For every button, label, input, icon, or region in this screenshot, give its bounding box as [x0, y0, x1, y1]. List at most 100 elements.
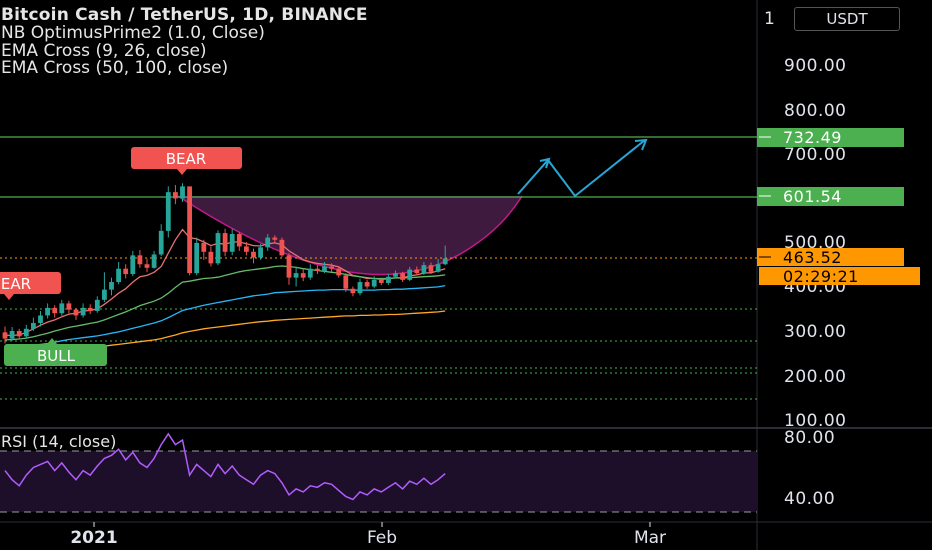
candle	[400, 271, 405, 283]
candle	[386, 274, 391, 285]
candle	[322, 262, 327, 274]
rsi-line	[4, 432, 446, 501]
time-axis[interactable]: 2021 Feb Mar	[70, 522, 666, 548]
candle	[201, 239, 207, 260]
candle	[279, 237, 285, 258]
signal-bull: BULL	[4, 338, 107, 366]
candle	[144, 258, 150, 273]
candle	[244, 242, 249, 256]
candle	[251, 248, 256, 264]
currency-button[interactable]: USDT	[794, 7, 900, 31]
candle	[428, 262, 434, 275]
candle	[73, 307, 79, 320]
candle	[187, 186, 192, 276]
candle	[286, 253, 292, 285]
candle	[272, 235, 278, 243]
candle	[222, 228, 228, 257]
candle	[194, 237, 200, 276]
indicator-optimusprime[interactable]: NB OptimusPrime2 (1.0, Close)	[1, 23, 265, 43]
candle	[80, 303, 86, 318]
rsi-tick-80: 80.00	[784, 428, 835, 448]
candle	[307, 264, 313, 280]
time-label-2021: 2021	[70, 528, 117, 548]
rsi-legend[interactable]: RSI (14, close)	[1, 432, 117, 451]
time-label-mar: Mar	[634, 528, 666, 548]
price-axis[interactable]: 1 900.00 800.00 700.00 500.00 400.00 300…	[764, 9, 846, 431]
candle	[378, 277, 384, 286]
candle	[393, 270, 398, 279]
signal-bear-top: BEAR	[131, 147, 242, 175]
projection-arrows[interactable]	[517, 138, 648, 198]
price-tick-top: 1	[764, 9, 775, 29]
price-tag-601-label: 601.54	[783, 187, 842, 206]
price-tick-900: 900.00	[784, 56, 846, 76]
candle	[2, 326, 8, 344]
candle	[38, 310, 43, 327]
support-lines	[0, 308, 757, 400]
price-tag-601[interactable]: 601.54	[757, 187, 904, 206]
cup-pattern-fill	[178, 196, 522, 275]
candle	[208, 246, 214, 267]
rsi-axis[interactable]: 80.00 40.00	[784, 428, 835, 509]
candle	[180, 183, 185, 202]
signal-bear-left: EAR	[0, 272, 61, 300]
candle	[151, 250, 157, 269]
candle	[258, 243, 263, 260]
countdown-tag: 02:29:21	[759, 267, 920, 286]
price-tag-732-label: 732.49	[783, 128, 842, 147]
candle	[116, 262, 121, 285]
countdown-label: 02:29:21	[783, 267, 859, 286]
candle	[165, 186, 171, 238]
candle	[421, 262, 427, 275]
candle	[435, 258, 441, 273]
candle	[23, 324, 29, 338]
candle	[442, 245, 448, 266]
price-tick-700: 700.00	[784, 145, 846, 165]
candle	[407, 266, 413, 282]
price-tick-100: 100.00	[784, 411, 846, 431]
candle	[265, 233, 271, 251]
rsi-band	[0, 451, 757, 512]
candle	[94, 296, 100, 313]
candle	[371, 276, 377, 289]
candle	[350, 286, 356, 297]
candle	[315, 265, 320, 275]
candle	[109, 277, 114, 296]
ema-line-ema-50	[4, 284, 446, 349]
time-label-feb: Feb	[367, 528, 397, 548]
symbol-title[interactable]: Bitcoin Cash / TetherUS, 1D, BINANCE	[1, 5, 368, 25]
candle	[31, 317, 36, 331]
price-tag-732[interactable]: 732.49	[757, 128, 904, 147]
candle	[336, 266, 342, 278]
candle	[16, 328, 22, 340]
candle	[343, 273, 349, 292]
candle	[300, 268, 306, 282]
price-tick-800: 800.00	[784, 101, 846, 121]
indicator-ema-cross-50-100[interactable]: EMA Cross (50, 100, close)	[1, 58, 229, 78]
candle	[293, 266, 299, 287]
signal-bear-left-label: EAR	[1, 275, 31, 293]
indicator-ema-cross-9-26[interactable]: EMA Cross (9, 26, close)	[1, 41, 207, 61]
ema-line-ema-26	[4, 265, 446, 341]
candles	[2, 183, 448, 344]
cup-pattern-curve	[177, 195, 523, 276]
candle	[130, 250, 136, 277]
candle	[173, 185, 178, 205]
candle	[357, 278, 363, 296]
price-tick-200: 200.00	[784, 367, 846, 387]
candle	[414, 266, 420, 276]
price-tag-last[interactable]: 463.52	[757, 248, 904, 267]
candle	[45, 303, 50, 319]
candle	[236, 232, 242, 251]
candle	[102, 272, 107, 303]
candle	[158, 224, 164, 257]
candle	[329, 263, 334, 273]
candle	[215, 230, 221, 266]
candle	[123, 264, 129, 279]
candle	[137, 250, 143, 268]
last-price-label: 463.52	[783, 248, 842, 267]
price-tick-300: 300.00	[784, 322, 846, 342]
candle	[87, 304, 93, 315]
